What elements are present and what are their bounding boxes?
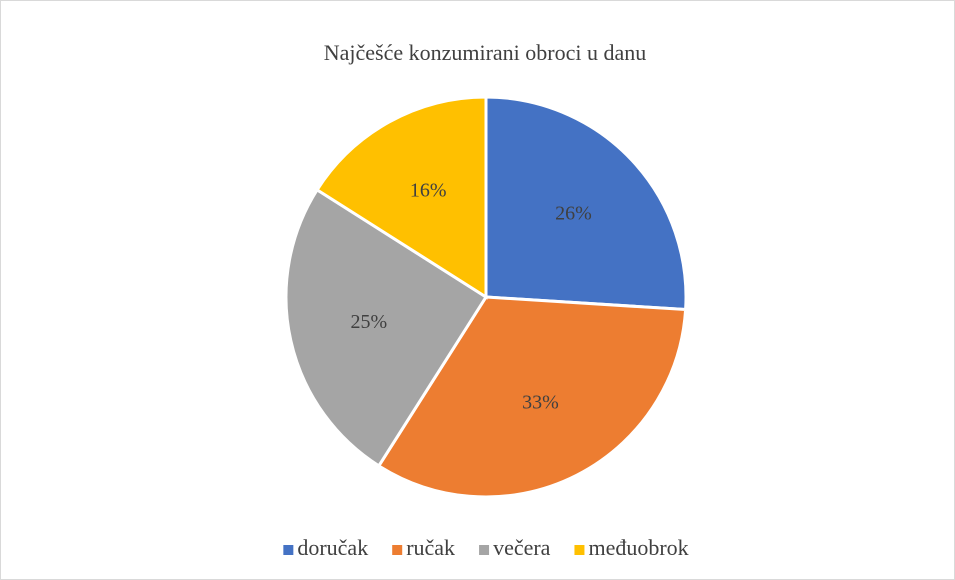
pie-slice [484,95,688,312]
legend-marker [574,545,585,555]
data-label: 33% [522,392,559,414]
data-label: 26% [555,202,592,224]
legend-marker [392,545,403,555]
legend-label: večera [493,535,551,560]
data-label: 25% [351,311,388,333]
legend-label: ručak [406,535,455,560]
pie-slice [284,187,489,468]
chart-title: Najčešće konzumirani obroci u danu [324,40,647,65]
pie-slice [315,95,488,300]
legend-label: doručak [297,535,368,560]
legend-marker [283,545,294,555]
legend-label: međuobrok [588,535,688,560]
legend-marker [479,545,490,555]
data-label: 16% [410,179,447,201]
